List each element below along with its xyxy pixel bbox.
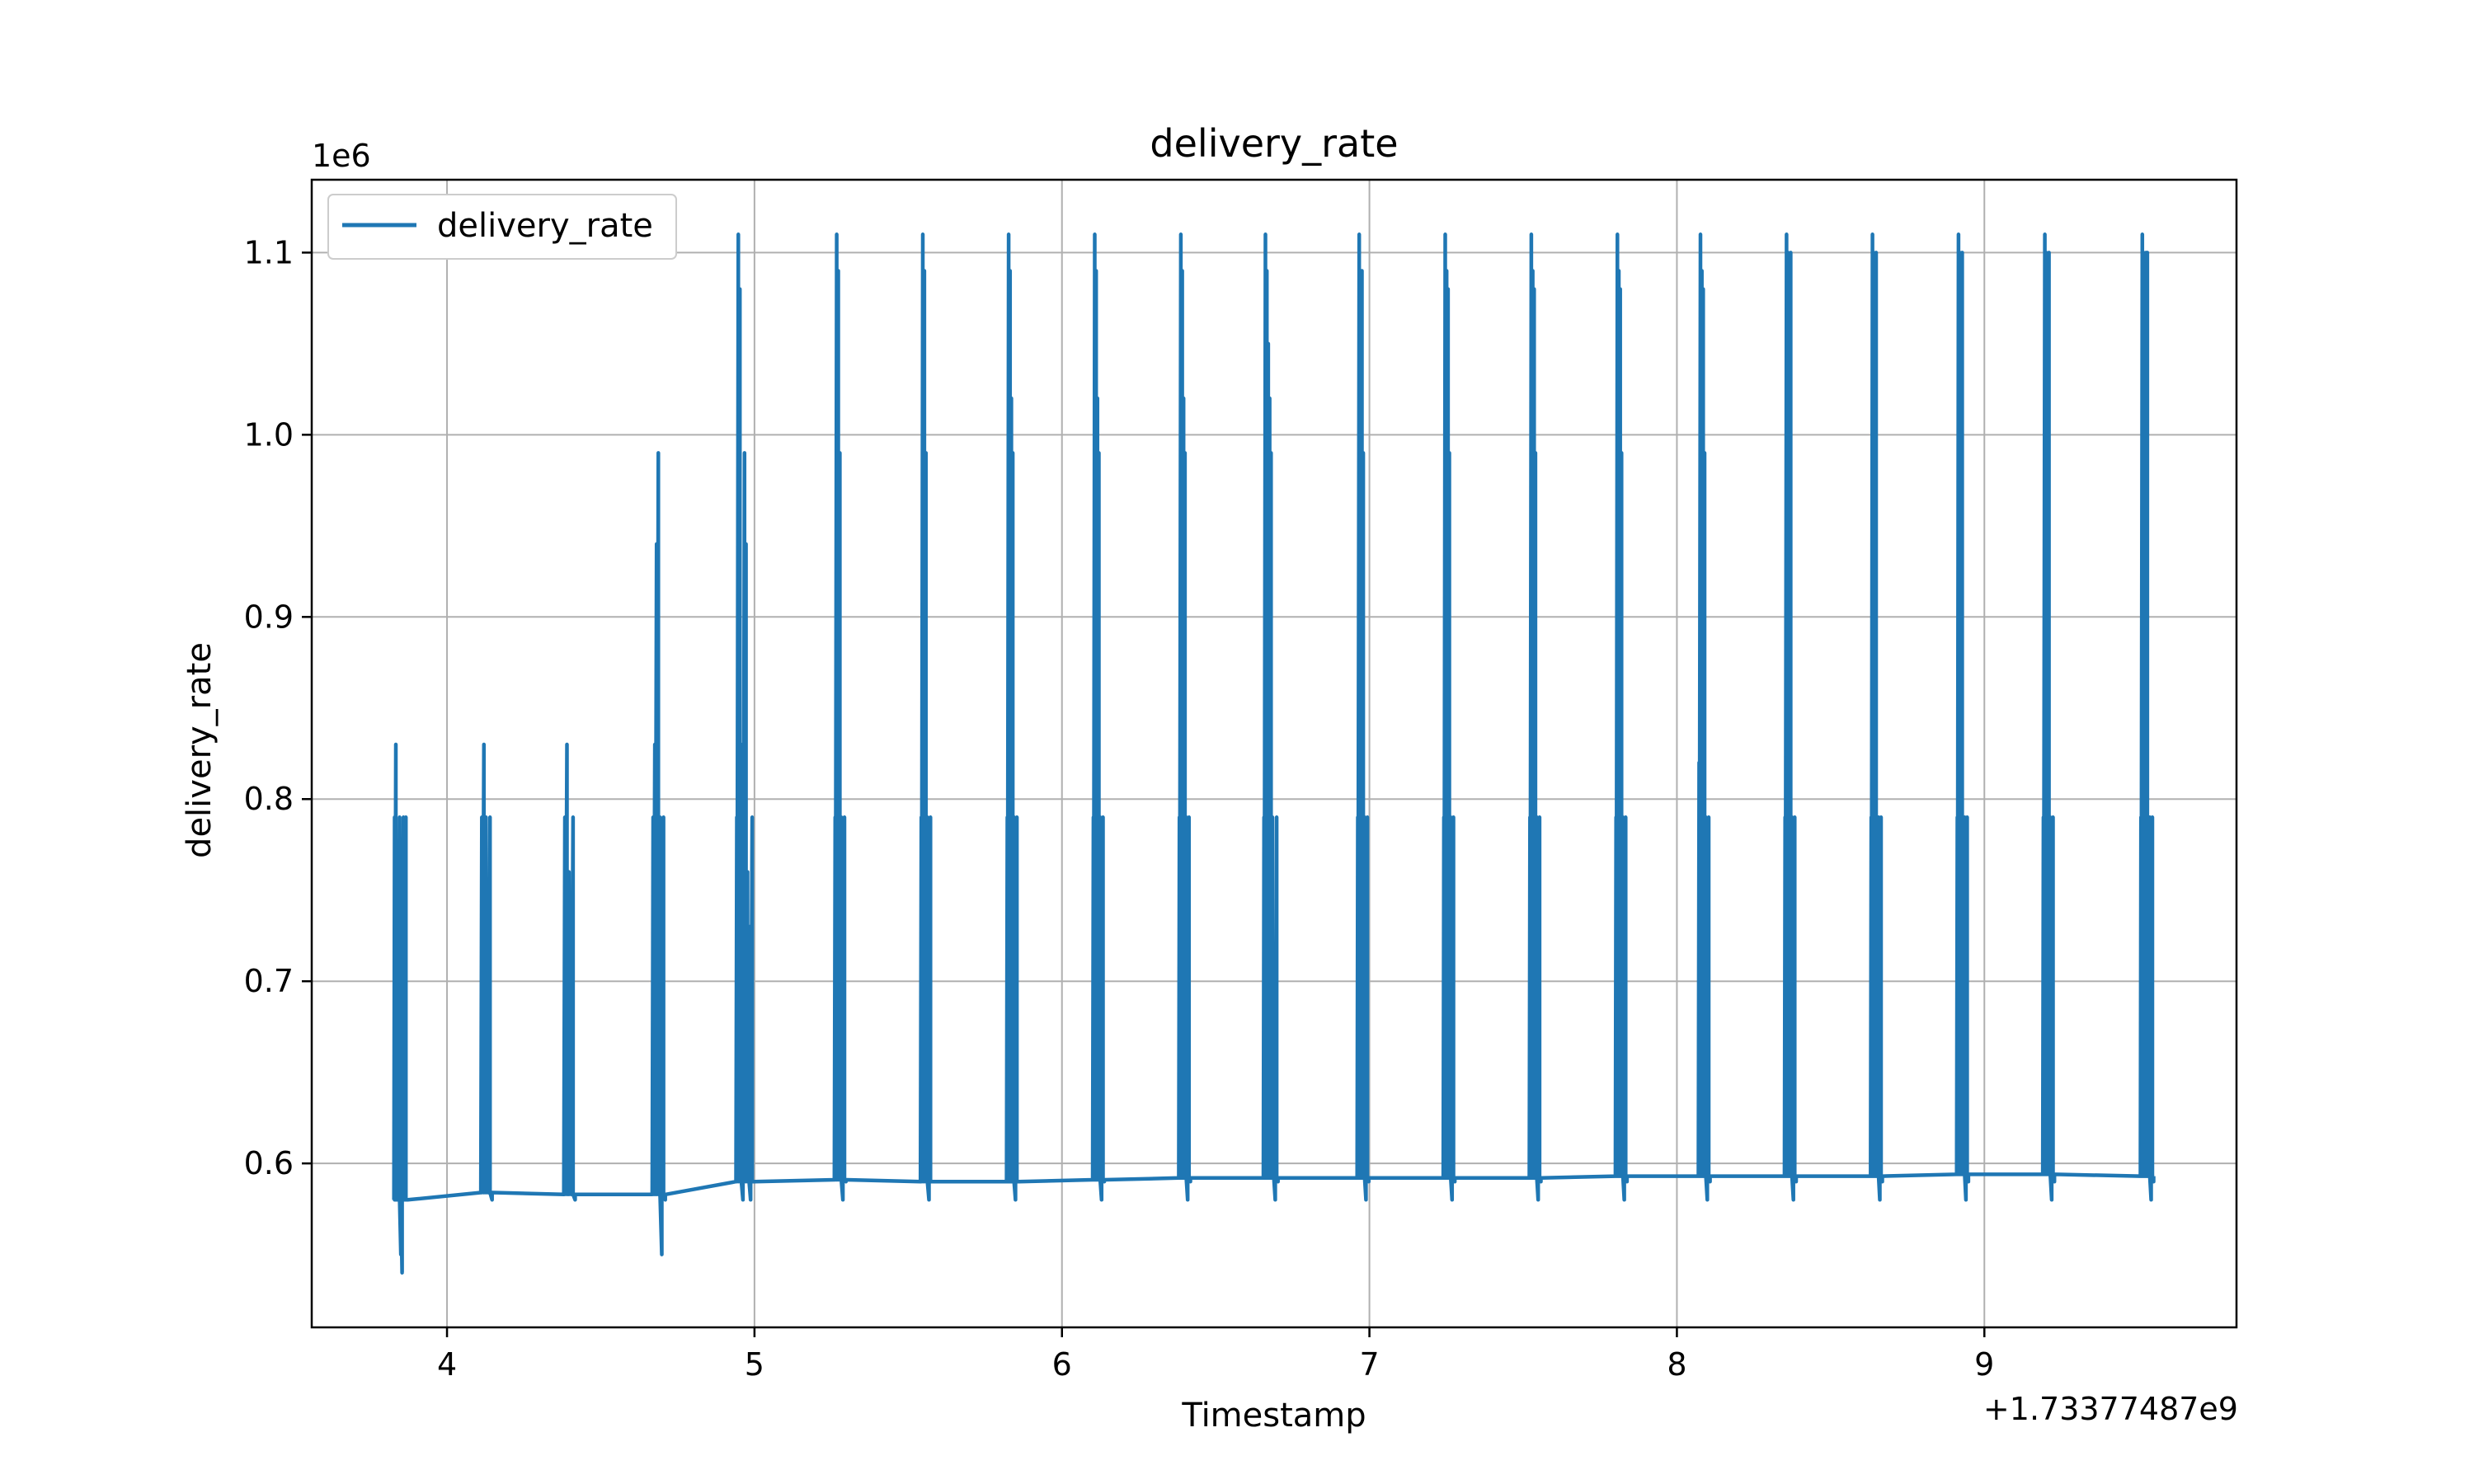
legend-box bbox=[327, 194, 677, 260]
y-tick-label-5: 1.1 bbox=[244, 234, 294, 270]
series-line-0 bbox=[392, 232, 2156, 1275]
x-tick-label-5: 9 bbox=[1974, 1346, 1994, 1383]
axis-ticks: 4 5 6 7 8 9 0.6 0.7 0.8 0.9 1.0 1.1 bbox=[244, 234, 1995, 1383]
x-tick-label-1: 5 bbox=[745, 1346, 764, 1383]
legend-label: delivery_rate bbox=[437, 207, 653, 245]
x-tick-label-0: 4 bbox=[437, 1346, 457, 1383]
y-scale-label: 1e6 bbox=[312, 138, 371, 174]
x-offset-label: +1.73377487e9 bbox=[1983, 1391, 2238, 1427]
y-tick-label-2: 0.8 bbox=[244, 781, 294, 817]
grid-lines bbox=[312, 180, 2236, 1327]
y-axis-label: delivery_rate bbox=[181, 642, 219, 858]
x-tick-label-2: 6 bbox=[1052, 1346, 1072, 1383]
y-tick-label-3: 0.9 bbox=[244, 599, 294, 635]
series-group bbox=[392, 232, 2156, 1275]
plot-frame bbox=[310, 178, 2238, 1329]
x-tick-label-3: 7 bbox=[1359, 1346, 1379, 1383]
y-tick-label-1: 0.7 bbox=[244, 963, 294, 999]
y-tick-label-0: 0.6 bbox=[244, 1145, 294, 1181]
y-tick-label-4: 1.0 bbox=[244, 416, 294, 453]
x-tick-label-4: 8 bbox=[1667, 1346, 1686, 1383]
x-axis-label: Timestamp bbox=[1181, 1397, 1366, 1435]
legend: delivery_rate bbox=[327, 194, 677, 260]
chart-title: delivery_rate bbox=[1150, 121, 1398, 166]
